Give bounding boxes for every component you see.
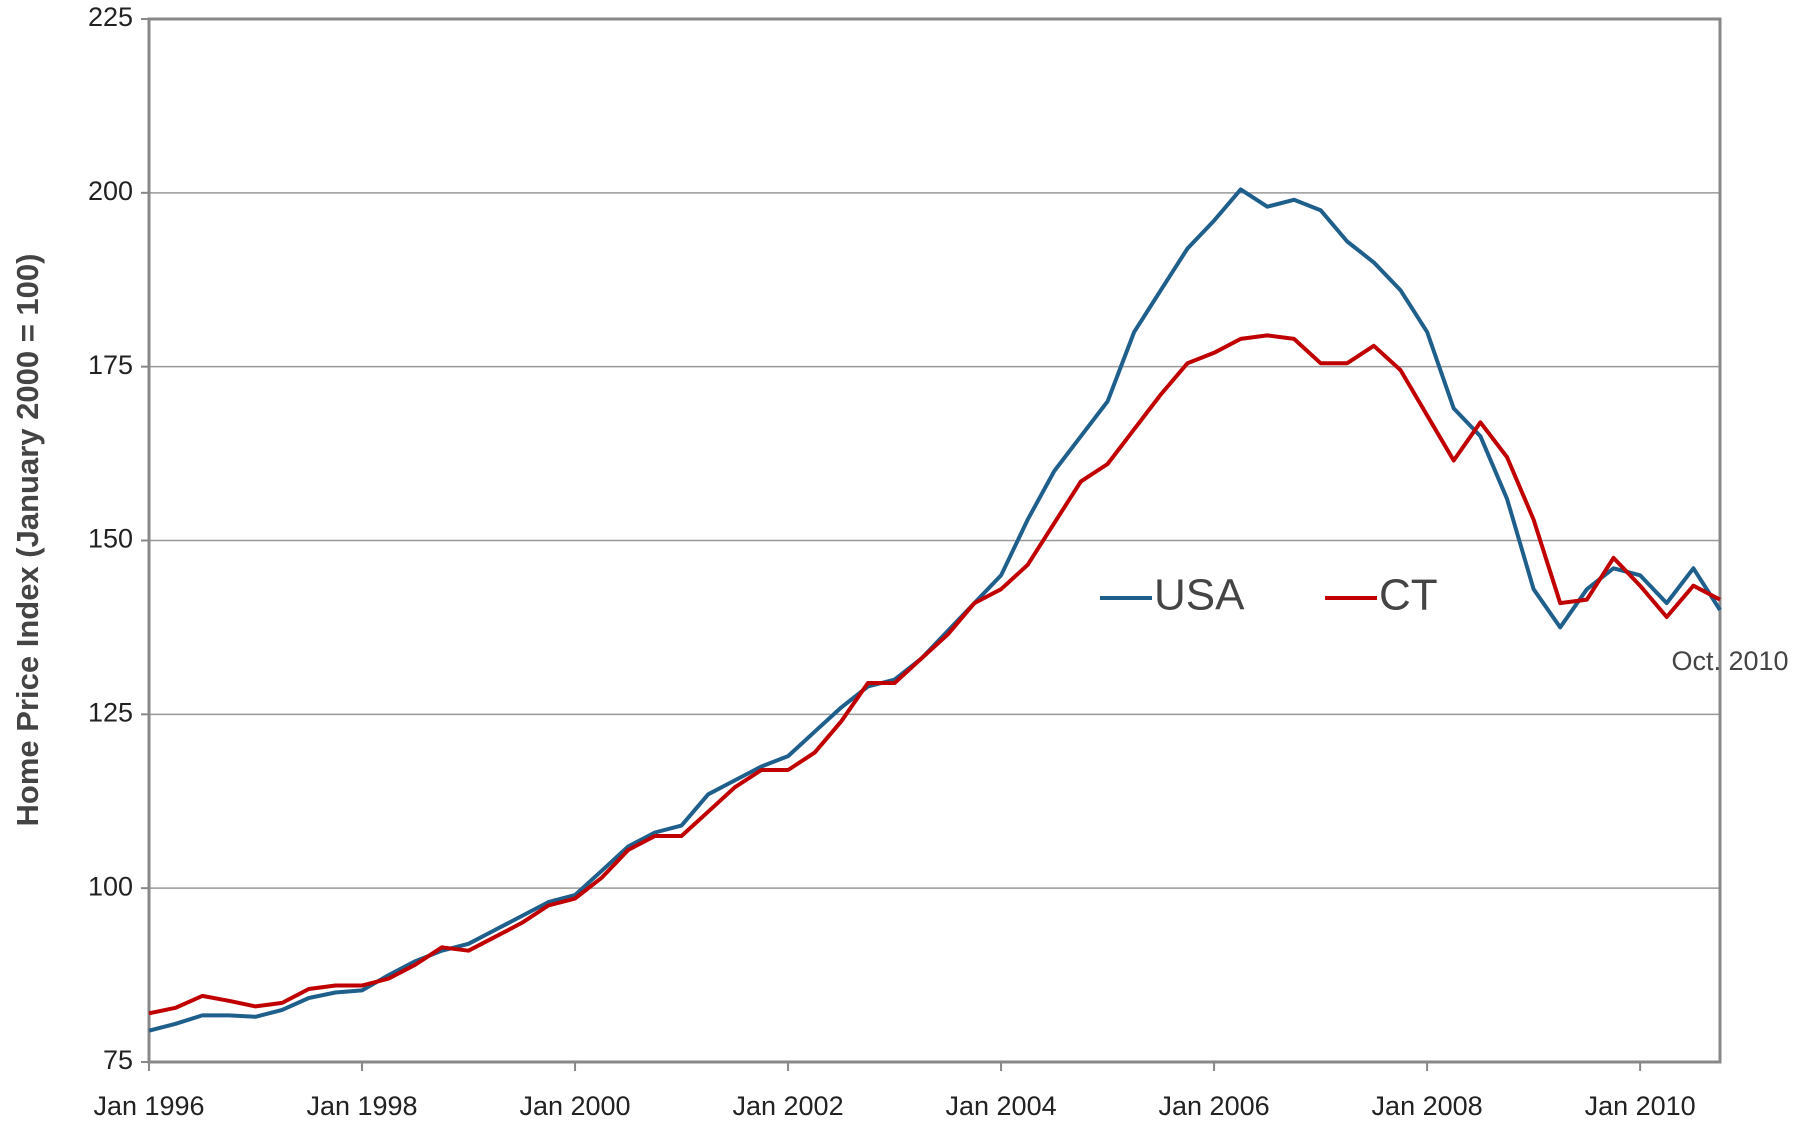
y-tick-label: 175 bbox=[88, 350, 133, 380]
y-tick-label: 100 bbox=[88, 871, 133, 901]
legend-label: USA bbox=[1154, 571, 1245, 620]
y-tick-label: 125 bbox=[88, 697, 133, 727]
x-tick-label: Jan 2008 bbox=[1372, 1091, 1483, 1121]
x-tick-label: Jan 2004 bbox=[946, 1091, 1057, 1121]
series-line bbox=[148, 187, 1722, 1033]
x-tick-label: Jan 1998 bbox=[306, 1091, 417, 1121]
x-tick-label: Jan 2002 bbox=[732, 1091, 843, 1121]
y-tick-label: 150 bbox=[88, 524, 133, 554]
x-tick-label: Jan 1996 bbox=[93, 1091, 204, 1121]
y-tick-label: 225 bbox=[88, 2, 133, 32]
y-tick-label: 75 bbox=[103, 1045, 133, 1075]
annotation: Oct. 2010 bbox=[1671, 646, 1788, 676]
x-tick-label: Jan 2006 bbox=[1159, 1091, 1270, 1121]
y-axis-label: Home Price Index (January 2000 = 100) bbox=[10, 254, 45, 827]
y-tick-label: 200 bbox=[88, 176, 133, 206]
x-tick-label: Jan 2010 bbox=[1585, 1091, 1696, 1121]
plot-border bbox=[147, 17, 1722, 1064]
series-line bbox=[148, 333, 1721, 1016]
x-tick-label: Jan 2000 bbox=[519, 1091, 630, 1121]
legend-label: CT bbox=[1379, 571, 1438, 620]
